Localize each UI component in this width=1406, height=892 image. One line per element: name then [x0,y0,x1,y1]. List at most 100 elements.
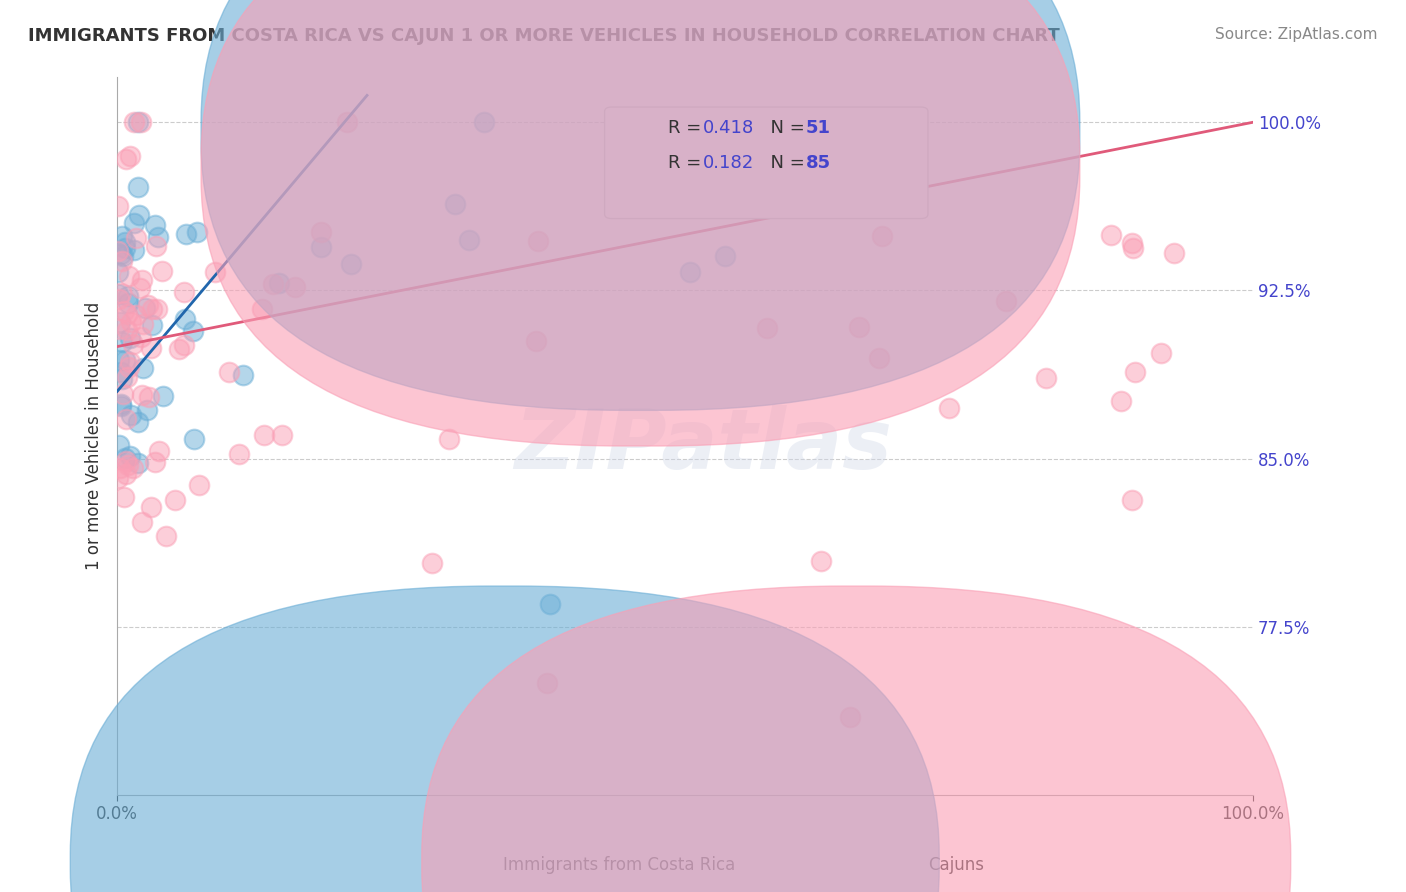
Text: Cajuns: Cajuns [928,856,984,874]
Immigrants from Costa Rica [107,286,129,301]
Cajuns [524,334,547,348]
Immigrants from Costa Rica [120,408,142,422]
Cajuns [115,307,138,321]
Cajuns [1122,241,1144,255]
Text: R =: R = [668,119,707,136]
Immigrants from Costa Rica [340,257,363,271]
Cajuns [115,467,138,481]
Immigrants from Costa Rica [679,265,702,279]
Cajuns [141,500,163,514]
Immigrants from Costa Rica [114,241,136,255]
Cajuns [1121,492,1143,507]
Immigrants from Costa Rica [458,233,481,247]
Immigrants from Costa Rica [122,243,145,257]
Immigrants from Costa Rica [111,248,134,262]
Cajuns [120,148,142,162]
Immigrants from Costa Rica [143,218,166,232]
Y-axis label: 1 or more Vehicles in Household: 1 or more Vehicles in Household [86,302,103,570]
Cajuns [131,515,153,529]
Cajuns [129,115,152,129]
Cajuns [810,554,832,568]
Cajuns [1109,394,1132,409]
Cajuns [112,304,135,318]
Cajuns [115,323,138,337]
Cajuns [107,244,129,258]
Cajuns [107,471,129,485]
Cajuns [118,268,141,283]
Cajuns [1123,365,1146,379]
Immigrants from Costa Rica [117,289,139,303]
Immigrants from Costa Rica [134,301,156,315]
Cajuns [150,264,173,278]
Cajuns [536,676,558,690]
Cajuns [120,315,142,329]
Immigrants from Costa Rica [146,230,169,244]
Immigrants from Costa Rica [110,365,132,379]
Cajuns [121,337,143,351]
Cajuns [124,231,146,245]
Immigrants from Costa Rica [117,295,139,310]
Cajuns [120,355,142,369]
Immigrants from Costa Rica [127,415,149,429]
Immigrants from Costa Rica [108,315,131,329]
Immigrants from Costa Rica [111,229,134,244]
Cajuns [146,302,169,317]
Text: Source: ZipAtlas.com: Source: ZipAtlas.com [1215,27,1378,42]
Cajuns [204,265,226,279]
Immigrants from Costa Rica [444,197,467,211]
Cajuns [112,490,135,504]
Cajuns [115,153,138,167]
Cajuns [728,115,751,129]
Cajuns [187,478,209,492]
Immigrants from Costa Rica [183,324,205,338]
Immigrants from Costa Rica [114,235,136,249]
Immigrants from Costa Rica [110,247,132,261]
Immigrants from Costa Rica [174,227,197,242]
Cajuns [173,338,195,352]
Immigrants from Costa Rica [232,368,254,382]
Cajuns [141,341,163,355]
Immigrants from Costa Rica [110,399,132,413]
Cajuns [117,458,139,472]
Immigrants from Costa Rica [111,372,134,386]
Cajuns [111,386,134,401]
Text: 85: 85 [806,154,831,172]
Immigrants from Costa Rica [474,115,496,129]
Text: N =: N = [759,119,811,136]
Immigrants from Costa Rica [136,403,159,417]
Cajuns [125,308,148,322]
Text: ZIPatlas: ZIPatlas [515,406,891,486]
Immigrants from Costa Rica [713,249,735,263]
Text: Immigrants from Costa Rica: Immigrants from Costa Rica [502,856,735,874]
Cajuns [868,351,890,365]
Cajuns [848,320,870,334]
Cajuns [262,277,284,292]
Text: 0.418: 0.418 [703,119,754,136]
Immigrants from Costa Rica [114,451,136,466]
Immigrants from Costa Rica [309,240,332,254]
Cajuns [110,286,132,301]
Text: IMMIGRANTS FROM COSTA RICA VS CAJUN 1 OR MORE VEHICLES IN HOUSEHOLD CORRELATION : IMMIGRANTS FROM COSTA RICA VS CAJUN 1 OR… [28,27,1060,45]
Immigrants from Costa Rica [538,598,561,612]
Cajuns [165,492,187,507]
Immigrants from Costa Rica [128,208,150,222]
Cajuns [1150,346,1173,360]
Immigrants from Costa Rica [132,360,155,375]
Immigrants from Costa Rica [118,331,141,345]
Cajuns [250,301,273,316]
Cajuns [155,529,177,543]
Cajuns [136,297,159,311]
Cajuns [138,390,160,404]
Cajuns [110,253,132,268]
Cajuns [115,411,138,425]
Immigrants from Costa Rica [183,432,205,446]
Cajuns [995,293,1018,308]
Immigrants from Costa Rica [120,449,142,463]
Immigrants from Costa Rica [127,115,149,129]
Immigrants from Costa Rica [141,318,163,333]
Immigrants from Costa Rica [152,389,174,403]
Immigrants from Costa Rica [110,397,132,411]
Cajuns [121,461,143,475]
Cajuns [148,444,170,458]
Cajuns [271,428,294,442]
